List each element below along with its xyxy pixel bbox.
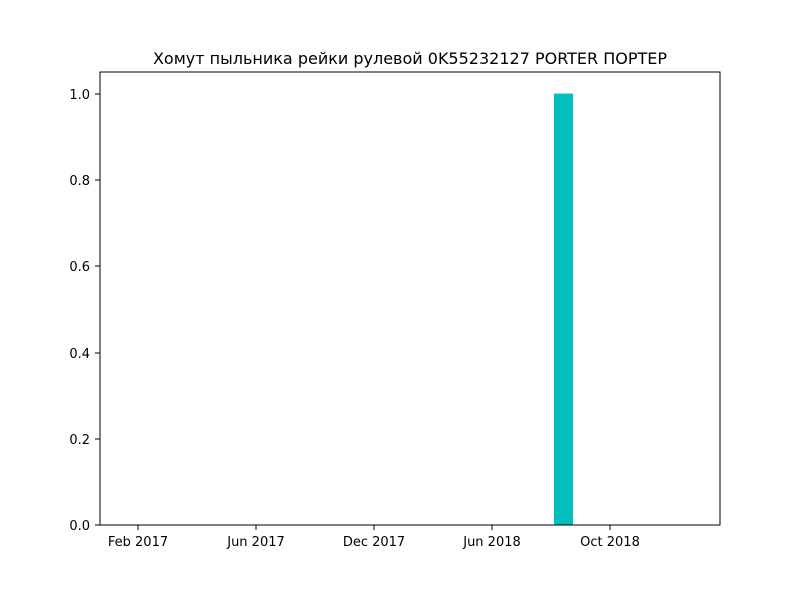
x-tick-1: Jun 2017 (226, 525, 285, 550)
x-tick-3: Jun 2018 (462, 525, 521, 550)
y-tick-5: 1.0 (69, 88, 100, 103)
plot-area-frame (99, 71, 721, 526)
chart-title: Хомут пыльника рейки рулевой 0K55232127 … (153, 49, 667, 68)
x-tick-label-0: Feb 2017 (108, 535, 168, 550)
x-tick-label-3: Jun 2018 (462, 535, 521, 550)
y-tick-1: 0.2 (69, 433, 100, 448)
y-tick-label-5: 1.0 (69, 88, 90, 103)
x-tick-label-1: Jun 2017 (226, 535, 285, 550)
y-tick-label-4: 0.8 (69, 174, 90, 189)
y-tick-3: 0.6 (69, 260, 100, 275)
y-tick-label-3: 0.6 (69, 260, 90, 275)
x-tick-0: Feb 2017 (108, 525, 168, 550)
y-tick-label-0: 0.0 (69, 519, 90, 534)
x-axis: Feb 2017 Jun 2017 Dec 2017 Jun 2018 Oct … (108, 525, 640, 550)
x-tick-4: Oct 2018 (580, 525, 640, 550)
x-tick-label-2: Dec 2017 (343, 535, 405, 550)
x-tick-label-4: Oct 2018 (580, 535, 640, 550)
x-tick-2: Dec 2017 (343, 525, 405, 550)
y-tick-label-1: 0.2 (69, 433, 90, 448)
y-tick-2: 0.4 (69, 347, 100, 362)
bars-layer (554, 93, 573, 526)
y-tick-4: 0.8 (69, 174, 100, 189)
y-tick-label-2: 0.4 (69, 347, 90, 362)
y-axis: 0.0 0.2 0.4 0.6 0.8 1.0 (69, 88, 100, 534)
y-tick-0: 0.0 (69, 519, 100, 534)
bar-0 (554, 93, 573, 526)
